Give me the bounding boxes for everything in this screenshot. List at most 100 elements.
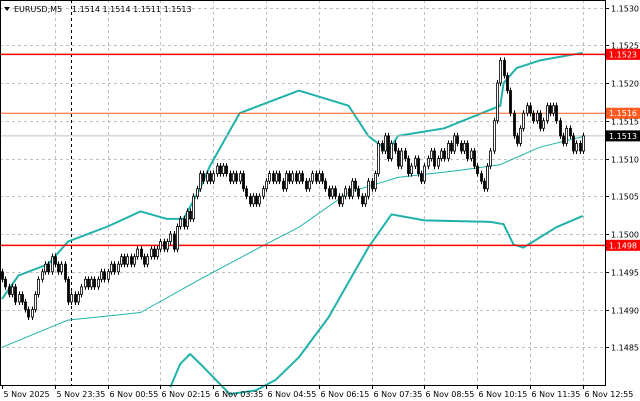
candle-body-bull [90,278,93,288]
candle-body-bear [539,112,542,129]
candle-body-bull [44,263,47,273]
candle-body-bear [14,286,17,303]
time-tick-label: 6 Nov 11:35 [532,390,581,399]
candle-body-bull [37,278,40,295]
candle [93,276,96,290]
candle-body-bear [509,90,512,114]
candle [219,163,222,177]
candle [21,291,24,305]
candle-body-bull [252,195,255,205]
candle [37,276,40,298]
candle-body-bull [414,158,417,167]
candle [374,170,377,192]
candle-body-bull [522,112,525,129]
candle-body-bear [324,180,327,190]
price-axis[interactable]: 1.15301.15251.15201.15151.15101.15051.15… [605,5,639,353]
candle-body-bull [100,271,103,280]
candle [440,147,443,162]
candle-body-bear [420,173,423,182]
candle-body-bear [143,256,146,265]
candles [1,57,585,321]
candle [473,147,476,170]
candle [282,178,285,192]
candle [470,147,473,162]
candle-body-bear [348,188,351,197]
candle [133,253,136,268]
candle [4,276,7,290]
candle-body-bear [130,256,133,265]
candle [351,178,354,200]
candle-body-bear [123,256,126,265]
candle [70,291,73,305]
candle-body-bull [536,112,539,122]
candle-body-bull [176,226,179,250]
candle-body-bear [555,105,558,122]
triangle-down-icon[interactable] [4,7,10,11]
level-label-bg [606,239,640,251]
candle [14,283,17,305]
candle-body-bear [371,180,374,190]
level-label-bg [606,107,640,119]
candle-body-bear [295,173,298,182]
candle [176,223,179,253]
candle [156,246,159,260]
candle-body-bull [110,263,113,273]
candle-body-bull [11,286,14,295]
candle [31,306,34,321]
candle-body-bull [150,248,153,258]
candle [463,140,466,154]
candle-body-bear [473,150,476,167]
candle [110,261,113,275]
candle-body-bull [222,165,225,175]
candle-body-bear [328,188,331,197]
candle-body-bear [235,173,238,182]
candle [255,193,258,207]
candle-body-bull [410,165,413,175]
candle-body-bear [272,173,275,182]
horizontal-levels[interactable] [0,53,605,247]
candle [84,276,87,290]
candle-body-bull [526,105,529,114]
candle [503,57,506,79]
candle-body-bear [483,180,486,190]
candle-body-bear [189,210,192,220]
candle [400,147,403,170]
candle-body-bear [278,173,281,182]
candle-body-bear [549,105,552,114]
candle [150,246,153,260]
candle-body-bear [516,135,519,144]
candle [159,238,162,253]
candle-body-bull [97,278,100,288]
candle-body-bull [169,233,172,242]
candle [278,170,281,185]
candle [489,147,492,170]
candle [295,170,298,185]
candle-body-bear [282,180,285,190]
candle-body-bear [249,195,252,205]
candle [486,163,489,192]
candle [196,185,199,200]
candle [480,170,483,185]
candle [136,246,139,260]
candle-body-bear [397,150,400,167]
candle [216,163,219,177]
candle-body-bull [470,150,473,159]
candle [232,170,235,185]
candle-body-bear [229,173,232,182]
candle [107,268,110,283]
candle-body-bear [24,301,27,310]
candle-body-bull [166,241,169,250]
candle-body-bull [18,294,21,303]
candle-body-bull [341,195,344,205]
candle-body-bull [258,195,261,205]
candle-body-bull [374,173,377,190]
candle-body-bull [159,241,162,250]
candle-body-bull [107,271,110,280]
candle-body-bear [559,120,562,137]
candle [199,170,202,192]
candle-body-bull [291,173,294,182]
candle-body-bear [450,143,453,152]
time-axis[interactable]: 5 Nov 2025 5 Nov 23:35 6 Nov 00:55 6 Nov 02… [2,385,634,399]
candle-body-bull [84,278,87,288]
